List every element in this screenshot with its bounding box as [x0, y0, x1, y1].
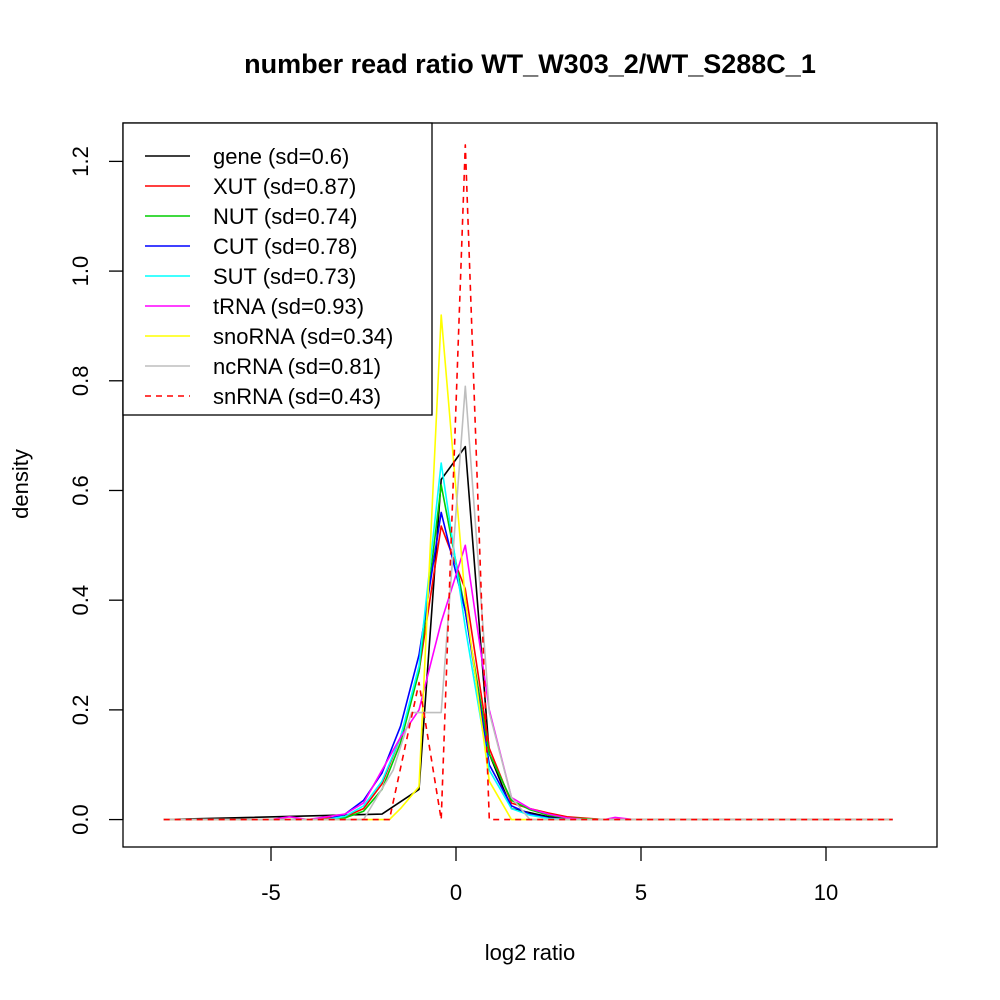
- chart-title: number read ratio WT_W303_2/WT_S288C_1: [244, 49, 816, 79]
- legend-label-5: tRNA (sd=0.93): [213, 294, 364, 319]
- series-line-7: [163, 385, 893, 821]
- series-line-8: [163, 144, 893, 821]
- legend-label-8: snRNA (sd=0.43): [213, 384, 381, 409]
- legend-label-3: CUT (sd=0.78): [213, 234, 357, 259]
- legend-label-6: snoRNA (sd=0.34): [213, 324, 393, 349]
- legend-label-7: ncRNA (sd=0.81): [213, 354, 381, 379]
- y-tick-label: 1.2: [68, 146, 93, 177]
- x-axis-title: log2 ratio: [485, 940, 576, 965]
- y-tick-label: 0.8: [68, 366, 93, 397]
- x-tick-label: 0: [450, 880, 462, 905]
- legend-label-0: gene (sd=0.6): [213, 144, 349, 169]
- y-tick-label: 0.0: [68, 804, 93, 835]
- legend-label-4: SUT (sd=0.73): [213, 264, 356, 289]
- series-layer: [163, 144, 893, 821]
- y-tick-label: 1.0: [68, 256, 93, 287]
- plot-frame: [122, 122, 938, 848]
- legend-label-1: XUT (sd=0.87): [213, 174, 356, 199]
- x-tick-label: 5: [635, 880, 647, 905]
- y-tick-label: 0.6: [68, 475, 93, 506]
- x-tick-label: 10: [814, 880, 838, 905]
- series-line-4: [163, 462, 893, 821]
- y-tick-label: 0.2: [68, 695, 93, 726]
- series-line-6: [163, 314, 893, 821]
- x-tick-label: -5: [261, 880, 281, 905]
- y-axis-title: density: [8, 449, 33, 519]
- legend: gene (sd=0.6) XUT (sd=0.87) NUT (sd=0.74) C…: [122, 122, 433, 416]
- y-tick-label: 0.4: [68, 585, 93, 616]
- legend-label-2: NUT (sd=0.74): [213, 204, 357, 229]
